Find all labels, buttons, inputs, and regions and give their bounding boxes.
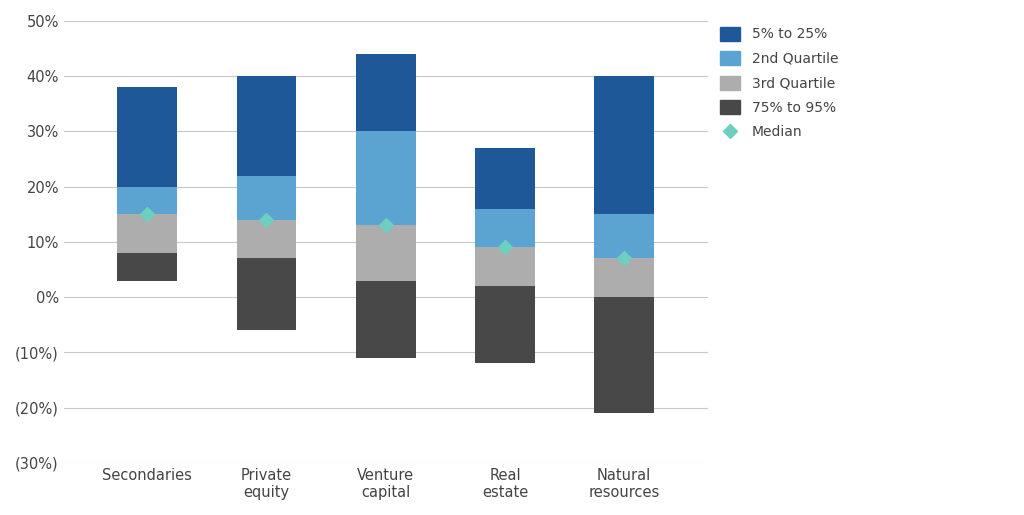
Bar xyxy=(356,131,416,225)
Legend: 5% to 25%, 2nd Quartile, 3rd Quartile, 75% to 95%, Median: 5% to 25%, 2nd Quartile, 3rd Quartile, 7… xyxy=(714,21,844,145)
Bar xyxy=(594,76,654,214)
Bar xyxy=(594,297,654,413)
Bar xyxy=(356,281,416,358)
Bar xyxy=(118,87,177,186)
Bar xyxy=(237,76,296,176)
Bar xyxy=(356,225,416,281)
Bar xyxy=(356,54,416,131)
Bar xyxy=(475,209,535,247)
Bar xyxy=(594,214,654,259)
Bar xyxy=(237,176,296,220)
Bar xyxy=(237,259,296,330)
Bar xyxy=(118,253,177,281)
Bar xyxy=(475,247,535,286)
Bar xyxy=(237,220,296,259)
Bar xyxy=(118,186,177,214)
Bar xyxy=(594,259,654,297)
Bar xyxy=(475,286,535,364)
Bar xyxy=(118,214,177,253)
Bar xyxy=(475,148,535,209)
